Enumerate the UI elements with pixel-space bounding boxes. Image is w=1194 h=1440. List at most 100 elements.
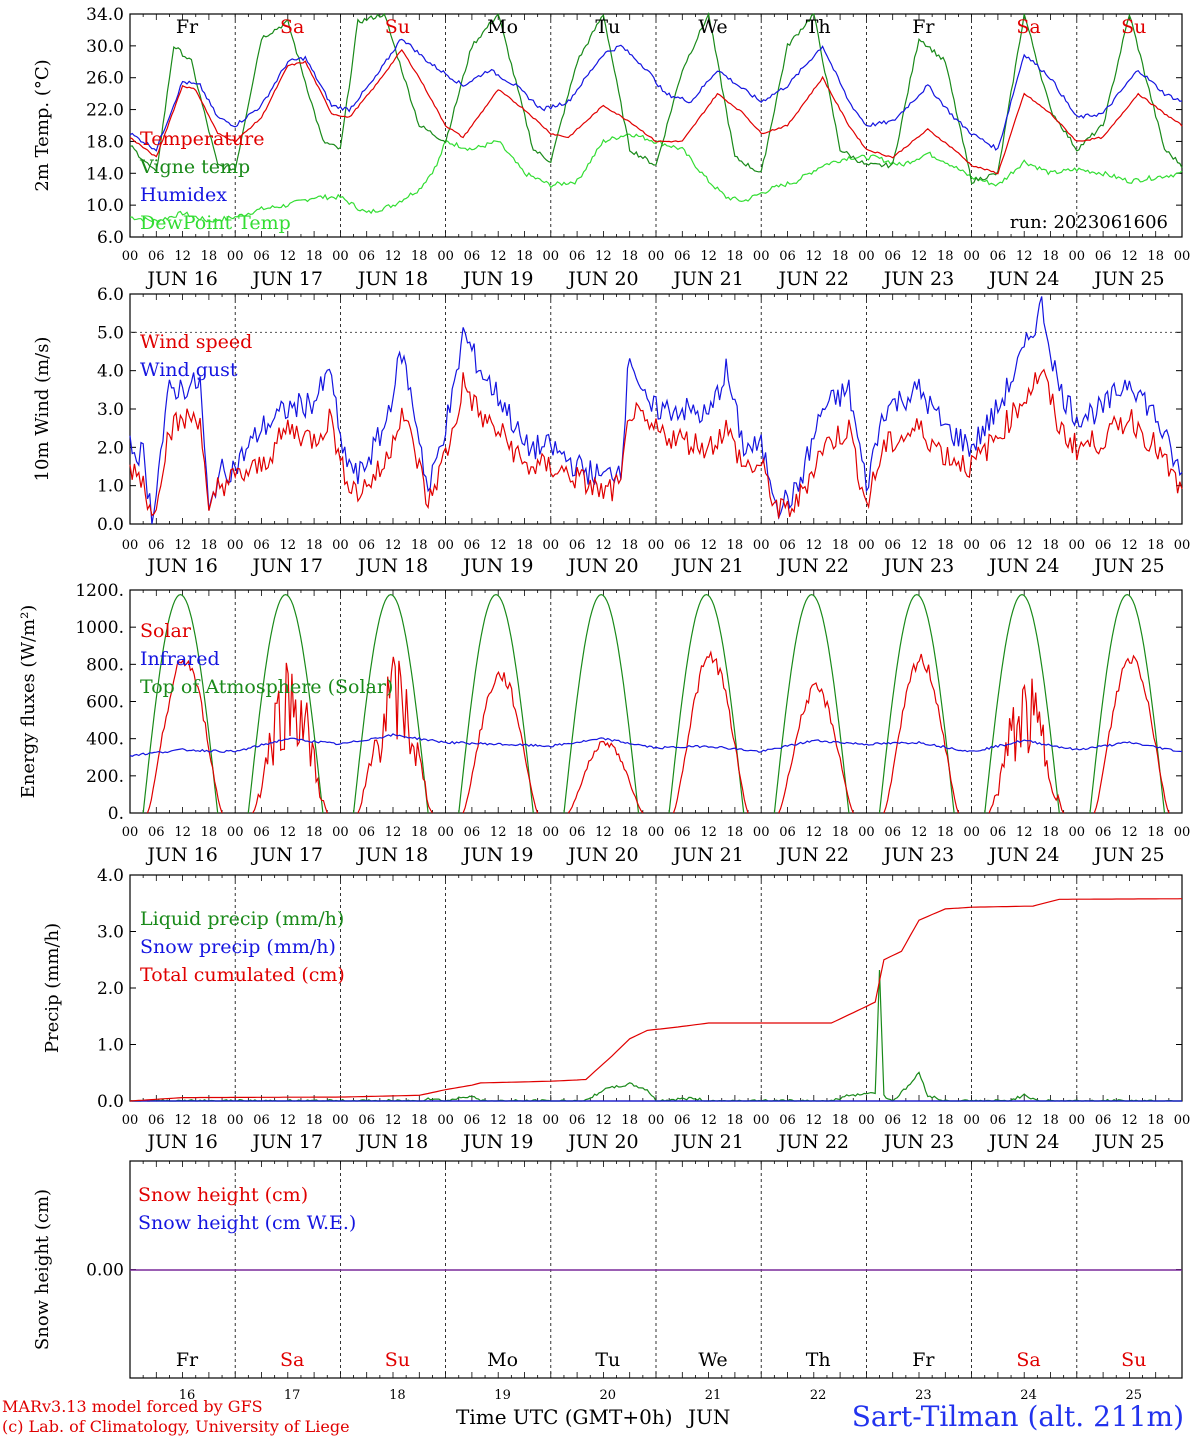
- hour-tick-label: 18: [411, 825, 428, 840]
- hour-tick-label: 06: [253, 1113, 270, 1128]
- solar-arc: [778, 682, 854, 814]
- hour-tick-label: 06: [464, 1113, 481, 1128]
- hour-tick-label: 00: [122, 538, 139, 553]
- hour-tick-label: 06: [674, 1113, 691, 1128]
- date-label: JUN 18: [356, 844, 428, 866]
- hour-tick-label: 12: [385, 249, 402, 264]
- hour-tick-label: 18: [1042, 249, 1059, 264]
- weekday-label: Su: [385, 16, 410, 38]
- day-number: 21: [705, 1388, 722, 1403]
- weekday-label-bottom: Fr: [912, 1349, 935, 1371]
- y-tick-label: 600.: [86, 693, 124, 713]
- legend-entry: Humidex: [140, 184, 227, 206]
- weekday-label: Sa: [280, 16, 304, 38]
- y-tick-label: 0.00: [86, 1261, 124, 1281]
- day-number: 18: [389, 1388, 406, 1403]
- date-label: JUN 19: [461, 844, 533, 866]
- weekday-label: Fr: [912, 16, 935, 38]
- hour-tick-label: 06: [674, 249, 691, 264]
- hour-tick-label: 12: [806, 249, 823, 264]
- y-tick-label: 1.0: [97, 1036, 124, 1056]
- hour-tick-label: 18: [201, 825, 218, 840]
- hour-tick-label: 00: [543, 538, 560, 553]
- y-tick-label: 10.0: [86, 196, 124, 216]
- y-tick-label: 4.0: [97, 362, 124, 382]
- hour-tick-label: 06: [779, 1113, 796, 1128]
- weekday-label-bottom: Su: [1121, 1349, 1146, 1371]
- hour-tick-label: 12: [490, 1113, 507, 1128]
- toa-solar-arc: [1089, 593, 1166, 814]
- solar-arc: [988, 678, 1065, 814]
- toa-solar-arc: [353, 593, 429, 814]
- hour-tick-label: 12: [174, 825, 191, 840]
- hour-tick-label: 12: [174, 538, 191, 553]
- hour-tick-label: 18: [727, 538, 744, 553]
- hour-tick-label: 18: [937, 538, 954, 553]
- hour-tick-label: 06: [674, 825, 691, 840]
- date-label: JUN 25: [1092, 555, 1164, 577]
- legend-entry: Total cumulated (cm): [140, 964, 345, 986]
- hour-tick-label: 18: [1147, 1113, 1164, 1128]
- y-tick-label: 800.: [86, 655, 124, 675]
- hour-tick-label: 18: [201, 1113, 218, 1128]
- hour-tick-label: 12: [385, 1113, 402, 1128]
- day-number: 24: [1020, 1388, 1037, 1403]
- hour-tick-label: 12: [280, 1113, 297, 1128]
- hour-tick-label: 06: [884, 825, 901, 840]
- hour-tick-label: 12: [280, 825, 297, 840]
- hour-tick-label: 00: [963, 249, 980, 264]
- hour-tick-label: 12: [806, 538, 823, 553]
- station-label: Sart-Tilman (alt. 211m): [851, 1400, 1184, 1433]
- day-number: 25: [1126, 1388, 1143, 1403]
- hour-tick-label: 00: [858, 249, 875, 264]
- hour-tick-label: 18: [411, 538, 428, 553]
- hour-tick-label: 00: [122, 249, 139, 264]
- series-line-wind-speed: [129, 368, 1183, 519]
- hour-tick-label: 18: [832, 825, 849, 840]
- y-axis-label: Snow height (cm): [32, 1189, 53, 1350]
- y-axis-label: 10m Wind (m/s): [32, 337, 53, 482]
- hour-tick-label: 18: [832, 1113, 849, 1128]
- hour-tick-label: 00: [227, 538, 244, 553]
- hour-tick-label: 00: [858, 1113, 875, 1128]
- hour-tick-label: 00: [332, 249, 349, 264]
- y-tick-label: 1000.: [75, 618, 124, 638]
- series-line-total-cumulated-cm-: [129, 898, 1183, 1102]
- hour-tick-label: 00: [648, 538, 665, 553]
- hour-tick-label: 18: [621, 538, 638, 553]
- hour-tick-label: 06: [148, 538, 165, 553]
- hour-tick-label: 06: [779, 538, 796, 553]
- date-label: JUN 19: [461, 555, 533, 577]
- hour-tick-label: 18: [516, 1113, 533, 1128]
- hour-tick-label: 18: [306, 249, 323, 264]
- hour-tick-label: 18: [621, 825, 638, 840]
- hour-tick-label: 12: [1121, 825, 1138, 840]
- date-label: JUN 22: [777, 1131, 849, 1153]
- hour-tick-label: 12: [280, 249, 297, 264]
- hour-tick-label: 06: [148, 825, 165, 840]
- hour-tick-label: 18: [1147, 249, 1164, 264]
- solar-arc: [672, 650, 749, 814]
- weekday-label: Sa: [1016, 16, 1040, 38]
- y-axis-label: Energy fluxes (W/m²): [18, 605, 39, 799]
- legend-entry: Snow precip (mm/h): [140, 936, 336, 958]
- y-tick-label: 14.0: [86, 164, 124, 184]
- date-label: JUN 16: [145, 268, 217, 290]
- solar-arc: [883, 653, 960, 814]
- legend-entry: Temperature: [140, 128, 264, 150]
- hour-tick-label: 12: [1016, 249, 1033, 264]
- hour-tick-label: 00: [543, 825, 560, 840]
- panel-frame-1: [129, 13, 1183, 238]
- hour-tick-label: 06: [569, 249, 586, 264]
- y-tick-label: 3.0: [97, 400, 124, 420]
- legend-entry: Snow height (cm W.E.): [138, 1212, 356, 1234]
- hour-tick-label: 12: [1121, 249, 1138, 264]
- hour-tick-label: 00: [1069, 249, 1086, 264]
- date-label: JUN 21: [671, 1131, 743, 1153]
- hour-tick-label: 12: [1121, 1113, 1138, 1128]
- weekday-label-bottom: Th: [806, 1349, 831, 1371]
- x-axis-month: JUN: [688, 1405, 731, 1429]
- hour-tick-label: 06: [358, 249, 375, 264]
- solar-arc: [567, 740, 644, 814]
